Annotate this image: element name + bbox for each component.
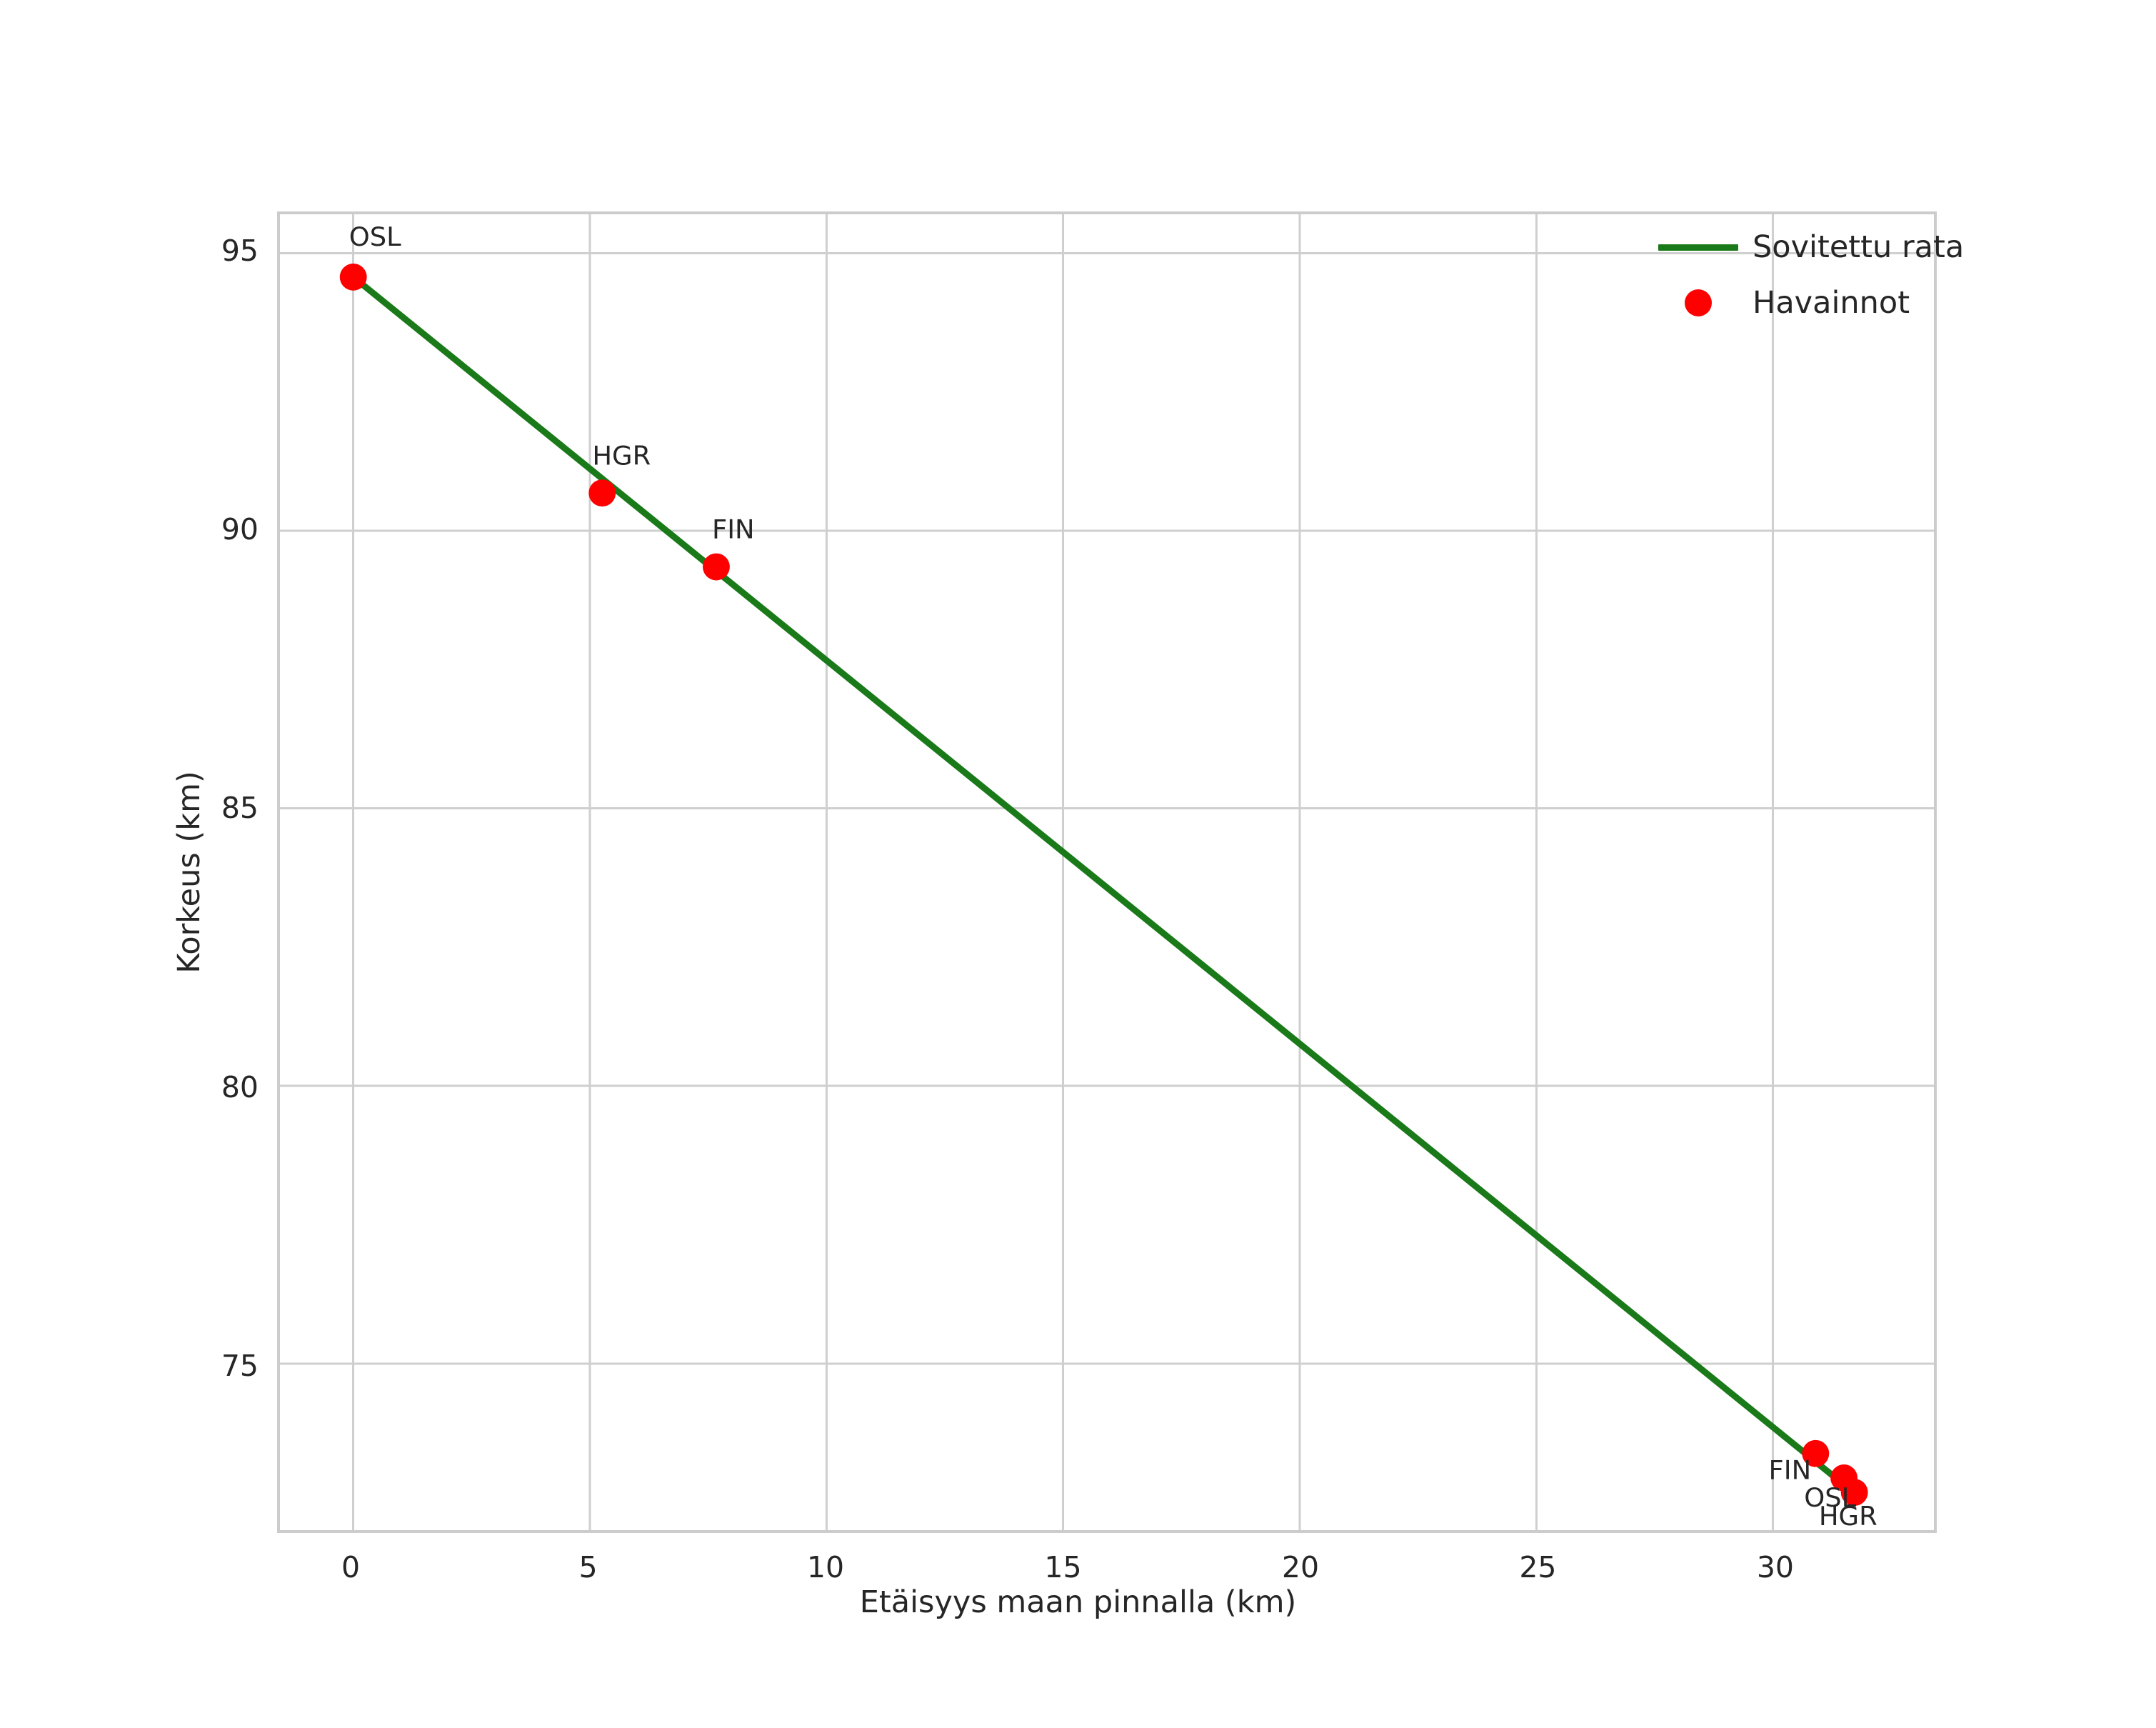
y-tick-label: 95 [221, 233, 259, 268]
svg-text:OSL: OSL [1804, 1482, 1856, 1513]
legend-item-observations[interactable]: Havainnot [1646, 284, 1964, 321]
plot-inner-area: OSL HGR FIN FIN OSL HGR [280, 214, 1934, 1532]
x-tick-label: 0 [341, 1550, 361, 1584]
svg-text:HGR: HGR [592, 440, 651, 471]
x-tick-label: 20 [1281, 1550, 1320, 1584]
svg-text:FIN: FIN [1769, 1455, 1812, 1486]
svg-text:HGR: HGR [1819, 1501, 1877, 1532]
legend-item-fitted-line[interactable]: Sovitettu rata [1646, 229, 1964, 266]
chart-legend[interactable]: Sovitettu rata Havainnot [1646, 229, 1964, 321]
plot-axes: OSL HGR FIN FIN OSL HGR [277, 211, 1937, 1533]
gridlines-layer [280, 214, 1934, 1530]
y-axis-label: Korkeus (km) [171, 771, 207, 974]
x-tick-label: 10 [806, 1550, 845, 1584]
y-tick-label: 75 [221, 1348, 259, 1383]
x-tick-label: 25 [1519, 1550, 1557, 1584]
x-axis-label: Etäisyys maan pinnalla (km) [859, 1584, 1297, 1620]
x-tick-label: 30 [1756, 1550, 1794, 1584]
y-tick-label: 80 [221, 1069, 259, 1104]
legend-label-fitted-line: Sovitettu rata [1753, 229, 1965, 265]
x-tick-label: 5 [578, 1550, 598, 1584]
svg-text:OSL: OSL [349, 221, 401, 252]
line-swatch-icon [1646, 244, 1750, 251]
y-tick-label: 85 [221, 791, 259, 826]
x-tick-label: 15 [1044, 1550, 1082, 1584]
dot-swatch-icon [1646, 289, 1750, 316]
legend-label-observations: Havainnot [1753, 285, 1910, 321]
svg-text:FIN: FIN [712, 514, 755, 545]
y-tick-label: 90 [221, 511, 259, 546]
